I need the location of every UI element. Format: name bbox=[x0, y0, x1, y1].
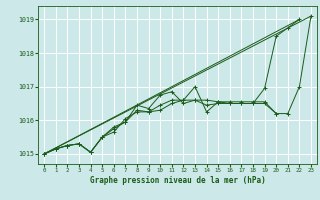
X-axis label: Graphe pression niveau de la mer (hPa): Graphe pression niveau de la mer (hPa) bbox=[90, 176, 266, 185]
